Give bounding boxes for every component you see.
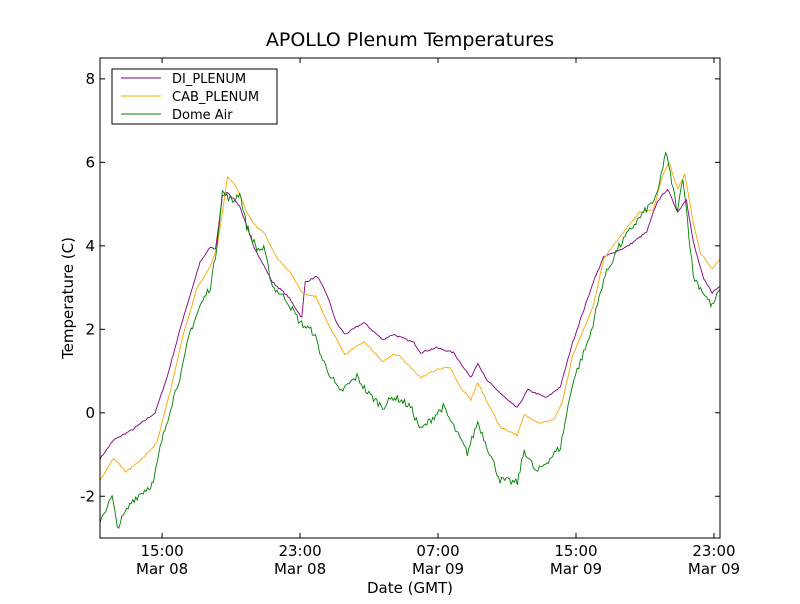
legend-label: DI_PLENUM [172, 72, 246, 87]
y-tick-label: -2 [80, 487, 95, 505]
legend-label: Dome Air [172, 108, 233, 123]
x-tick-label-time: 23:00 [278, 542, 321, 560]
x-tick-label-time: 15:00 [140, 542, 183, 560]
x-tick-label-time: 07:00 [416, 542, 459, 560]
x-tick-label-date: Mar 09 [550, 560, 602, 578]
series-line-cab-plenum [99, 161, 721, 481]
series-layer [99, 151, 721, 529]
legend: DI_PLENUM CAB_PLENUM Dome Air [111, 68, 278, 125]
x-axis-label: Date (GMT) [367, 579, 453, 597]
x-tick-label-date: Mar 08 [136, 560, 188, 578]
y-tick-label: 4 [85, 237, 95, 255]
legend-label: CAB_PLENUM [172, 90, 259, 105]
series-line-dome-air [99, 151, 721, 529]
x-tick-label-time: 23:00 [692, 542, 735, 560]
x-tick-label-date: Mar 09 [688, 560, 740, 578]
x-tick-label-time: 15:00 [554, 542, 597, 560]
y-tick-label: 6 [85, 153, 95, 171]
y-axis: -2 0 2 4 6 8 [80, 70, 720, 505]
y-tick-label: 0 [85, 404, 95, 422]
x-tick-label-date: Mar 08 [274, 560, 326, 578]
y-tick-label: 2 [85, 320, 95, 338]
axes-frame [99, 57, 721, 539]
chart-title: APOLLO Plenum Temperatures [266, 29, 554, 51]
series-line-di-plenum [99, 188, 721, 460]
x-tick-label-date: Mar 09 [412, 560, 464, 578]
y-axis-label: Temperature (C) [59, 237, 77, 360]
y-tick-label: 8 [85, 70, 95, 88]
